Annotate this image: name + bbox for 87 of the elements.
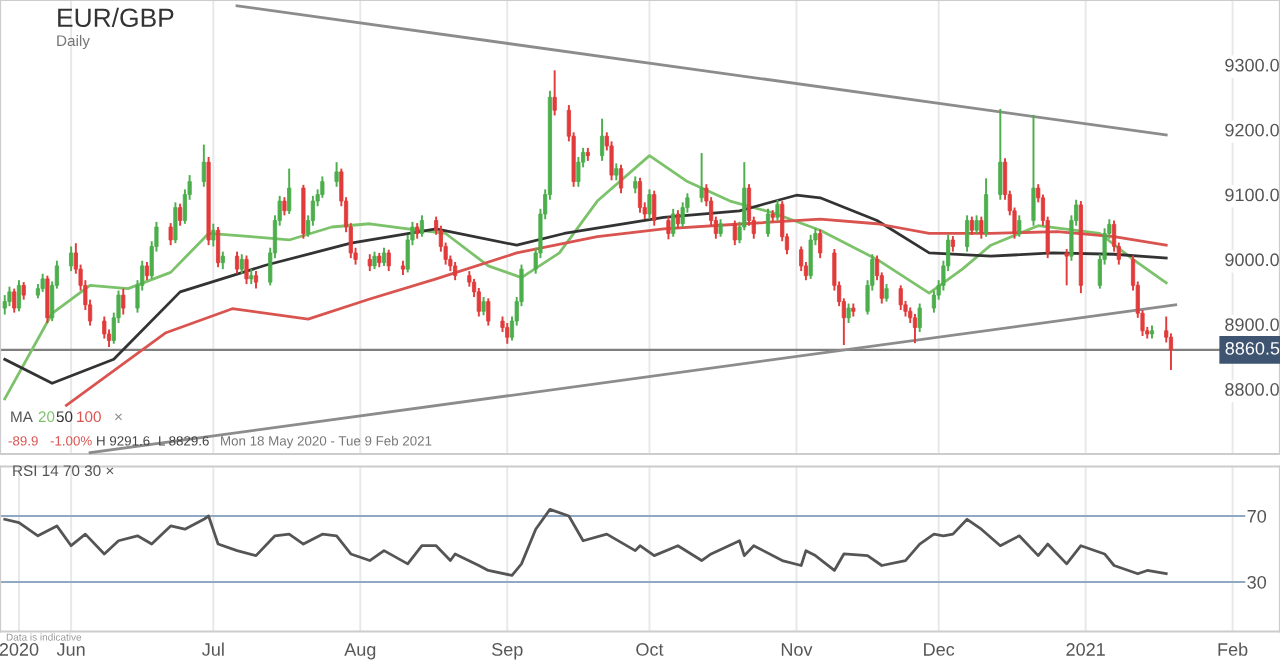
candlestick [144,261,150,282]
candlestick [168,222,173,247]
candlestick [998,107,1003,201]
candlestick [775,198,780,222]
chart-title: EUR/GBP [58,7,174,28]
y-tick-label: 9100.0 [1225,188,1279,202]
line-series [3,508,1168,577]
candlestick [898,284,903,311]
candlestick [666,215,671,241]
candlestick [2,294,7,316]
candlestick [609,140,614,182]
candlestick [765,207,771,238]
y-tick-label: 9000.0 [1225,253,1279,267]
x-tick-label: Feb [1218,642,1248,656]
candlestick [912,312,918,345]
candlestick [102,315,107,340]
candlestick [12,287,17,314]
candlestick [808,233,813,280]
candlestick [320,175,325,199]
candlestick [419,214,425,238]
candlestick [301,183,306,240]
candlestick [618,163,624,195]
candlestick [476,287,481,318]
x-tick-label: Dec [924,643,955,656]
x-tick-label: Aug [344,643,376,660]
candlestick [671,207,676,238]
candlestick [215,226,221,269]
candlestick [1064,248,1069,287]
candlestick [453,261,458,282]
candlestick [699,152,704,204]
candlestick [121,287,126,316]
candlestick [846,302,851,324]
candlestick [7,285,12,308]
candlestick [974,214,979,235]
candlestick [818,228,823,260]
x-tick-label: Nov [781,643,813,656]
y-tick-label: 9300.0 [1225,58,1279,72]
candlestick [244,254,249,286]
candlestick [637,176,643,214]
candlestick [381,246,387,267]
y-tick-label: 8800.0 [1225,383,1279,396]
candlestick [732,219,737,247]
candlestick [69,245,74,273]
candlestick [675,209,681,230]
candlestick [239,253,244,275]
line-series [3,154,1168,401]
y-tick-label: 30 [1247,575,1267,589]
x-tick-label: Sep [492,643,523,660]
candlestick [486,297,491,327]
candlestick [16,279,22,313]
candlestick [386,248,391,273]
line-series [3,193,1168,385]
x-tick-label: 2021 [1066,643,1105,656]
candlestick [680,201,685,228]
candlestick [1017,214,1022,238]
candlestick [211,222,216,248]
x-tick-label: 2020 [0,643,39,656]
candlestick [576,155,581,188]
candlestick [40,272,45,293]
candlestick [173,201,178,245]
candlestick [178,202,183,227]
candlestick [1031,113,1036,227]
candlestick [201,143,206,188]
ref-line-label: 8860.5 [1225,341,1280,355]
candlestick [282,196,287,217]
y-tick-label: 70 [1247,509,1267,523]
x-tick-label: Oct [636,643,664,656]
x-tick-label: Jul [202,642,224,656]
candlestick [969,215,974,236]
x-tick-label: Jun [56,643,85,656]
candlestick [287,167,292,215]
candlestick [979,215,984,240]
candlestick [552,69,557,117]
y-tick-label: 8900.0 [1225,318,1279,332]
candlestick [599,117,605,162]
candlestick [917,302,922,334]
candlestick [334,161,339,188]
candlestick [505,322,510,345]
candlestick [652,189,657,227]
candlestick [45,274,50,324]
candlestick [799,245,804,273]
y-tick-label: 9200.0 [1225,123,1279,137]
candlestick [234,250,240,275]
candlestick [647,188,652,221]
candlestick [481,296,486,317]
candlestick [965,214,970,253]
candlestick [983,177,989,238]
